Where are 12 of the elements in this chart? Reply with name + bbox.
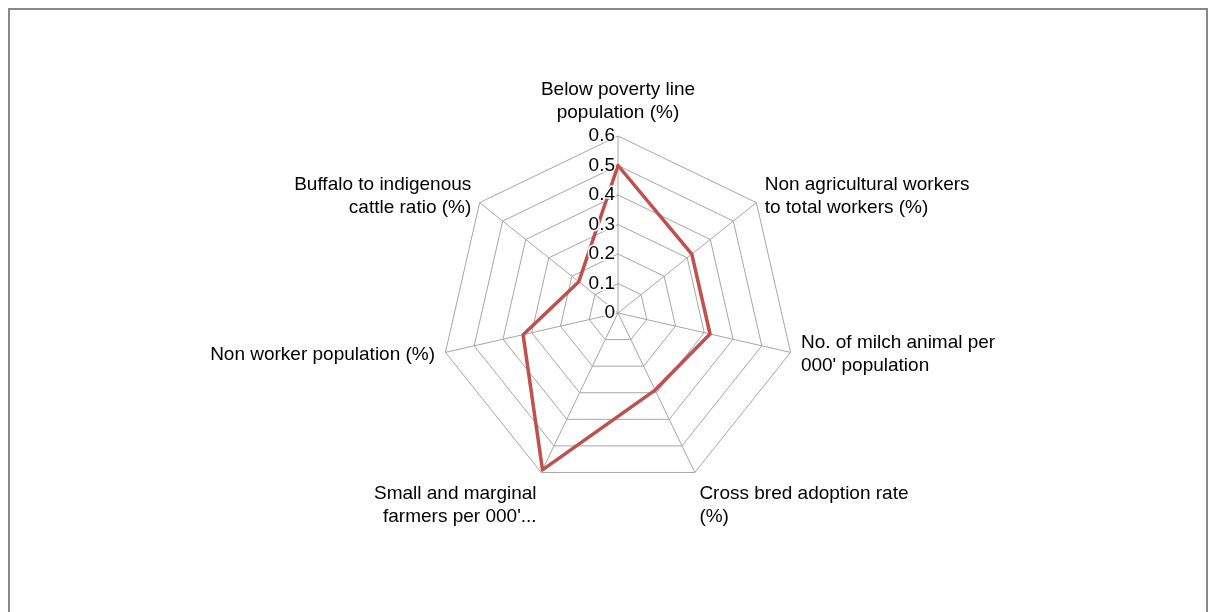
y-tick-label: 0.6 [588, 124, 615, 146]
spoke-label: Below poverty line population (%) [540, 78, 696, 123]
y-tick-label: 0.1 [588, 271, 615, 293]
y-tick-label: 0.2 [588, 242, 615, 264]
spoke-label: No. of milch animal per 000' population [800, 331, 996, 376]
y-tick-label: 0.5 [588, 153, 615, 175]
y-tick-label: 0 [604, 301, 615, 323]
spoke-label: Non agricultural workers to total workers (%) [764, 172, 970, 217]
spoke-label: Cross bred adoption rate (%) [699, 482, 909, 527]
spoke-label: Small and marginal farmers per 000'... [373, 482, 537, 527]
spoke-label: Non worker population (%) [210, 342, 436, 364]
spoke-label: Buffalo to indigenous cattle ratio (%) [294, 172, 472, 217]
